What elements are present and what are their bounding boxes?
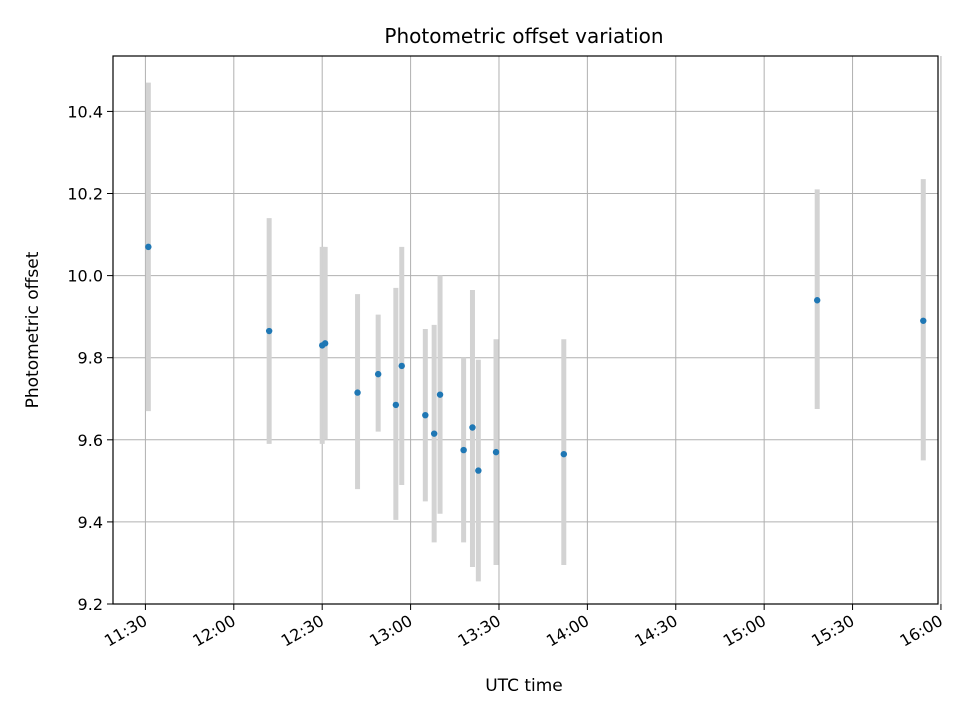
y-axis-ticks: 9.2 9.4 9.6 9.8 10.0 10.2 10.4	[67, 102, 113, 614]
y-tick-label: 10.4	[67, 102, 103, 121]
y-tick-label: 10.0	[67, 267, 103, 286]
y-tick-label: 9.8	[78, 349, 103, 368]
data-point	[436, 391, 444, 398]
data-point	[492, 448, 500, 456]
data-point	[469, 424, 476, 431]
data-point	[422, 411, 429, 419]
data-point	[354, 389, 361, 396]
x-axis-label: UTC time	[485, 676, 563, 696]
data-point	[920, 317, 927, 324]
data-point	[265, 327, 273, 335]
y-tick-label: 9.2	[78, 595, 103, 614]
data-point	[374, 370, 382, 378]
data-points	[145, 243, 927, 474]
data-point	[321, 340, 329, 347]
y-tick-label: 9.4	[78, 513, 103, 532]
y-tick-label: 10.2	[67, 185, 103, 204]
data-point	[392, 401, 400, 409]
data-point	[475, 467, 482, 474]
data-point	[460, 446, 467, 454]
data-point	[813, 297, 821, 304]
plot-frame	[112, 55, 939, 605]
data-point	[145, 243, 152, 251]
y-tick-label: 9.6	[78, 431, 103, 450]
chart-title: Photometric offset variation	[384, 24, 663, 48]
data-point	[430, 430, 438, 437]
y-axis-label: Photometric offset	[23, 251, 43, 408]
data-point	[398, 362, 405, 370]
data-point	[560, 450, 568, 458]
